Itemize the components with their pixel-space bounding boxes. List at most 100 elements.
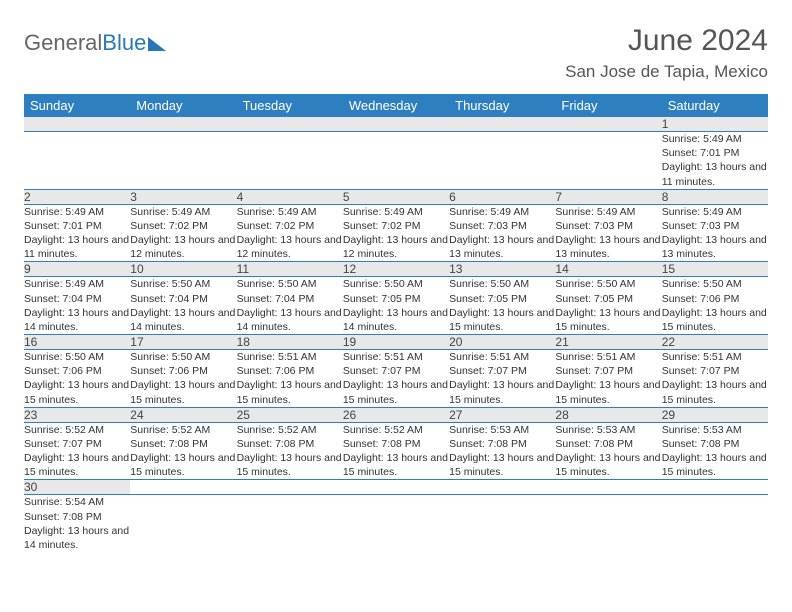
day-header: Thursday — [449, 94, 555, 117]
day-data-cell: Sunrise: 5:53 AMSunset: 7:08 PMDaylight:… — [449, 422, 555, 480]
day-data-cell: Sunrise: 5:52 AMSunset: 7:08 PMDaylight:… — [237, 422, 343, 480]
week-data-row: Sunrise: 5:49 AMSunset: 7:01 PMDaylight:… — [24, 204, 768, 262]
day-number-cell: 11 — [237, 262, 343, 277]
day-data-cell: Sunrise: 5:54 AMSunset: 7:08 PMDaylight:… — [24, 495, 130, 552]
day-number-cell — [24, 117, 130, 132]
sunrise-line: Sunrise: 5:50 AM — [237, 277, 343, 291]
day-data-cell — [662, 495, 768, 552]
day-number-cell — [130, 117, 236, 132]
sunset-line: Sunset: 7:03 PM — [555, 219, 661, 233]
day-data-cell — [130, 132, 236, 190]
day-data-cell — [24, 132, 130, 190]
daylight-line: Daylight: 13 hours and 15 minutes. — [449, 306, 555, 334]
sunrise-line: Sunrise: 5:49 AM — [24, 205, 130, 219]
day-number-cell: 8 — [662, 189, 768, 204]
sunrise-line: Sunrise: 5:49 AM — [343, 205, 449, 219]
day-data-cell: Sunrise: 5:50 AMSunset: 7:06 PMDaylight:… — [24, 350, 130, 408]
sunrise-line: Sunrise: 5:49 AM — [24, 277, 130, 291]
day-data-cell: Sunrise: 5:53 AMSunset: 7:08 PMDaylight:… — [555, 422, 661, 480]
daylight-line: Daylight: 13 hours and 13 minutes. — [555, 233, 661, 261]
daylight-line: Daylight: 13 hours and 14 minutes. — [24, 524, 130, 552]
sunset-line: Sunset: 7:01 PM — [662, 146, 768, 160]
daylight-line: Daylight: 13 hours and 15 minutes. — [237, 451, 343, 479]
day-number-cell: 21 — [555, 335, 661, 350]
sunrise-line: Sunrise: 5:51 AM — [555, 350, 661, 364]
day-number-cell — [449, 480, 555, 495]
day-data-cell: Sunrise: 5:52 AMSunset: 7:08 PMDaylight:… — [130, 422, 236, 480]
day-number-cell: 22 — [662, 335, 768, 350]
day-data-cell: Sunrise: 5:49 AMSunset: 7:03 PMDaylight:… — [449, 204, 555, 262]
daylight-line: Daylight: 13 hours and 15 minutes. — [24, 451, 130, 479]
day-number-cell: 2 — [24, 189, 130, 204]
daylight-line: Daylight: 13 hours and 13 minutes. — [449, 233, 555, 261]
daylight-line: Daylight: 13 hours and 12 minutes. — [237, 233, 343, 261]
daylight-line: Daylight: 13 hours and 15 minutes. — [662, 378, 768, 406]
day-data-cell — [449, 132, 555, 190]
daylight-line: Daylight: 13 hours and 12 minutes. — [130, 233, 236, 261]
sunset-line: Sunset: 7:07 PM — [24, 437, 130, 451]
day-number-cell — [237, 117, 343, 132]
day-number-cell: 7 — [555, 189, 661, 204]
sunset-line: Sunset: 7:02 PM — [130, 219, 236, 233]
day-data-cell: Sunrise: 5:52 AMSunset: 7:08 PMDaylight:… — [343, 422, 449, 480]
daylight-line: Daylight: 13 hours and 14 minutes. — [130, 306, 236, 334]
sunset-line: Sunset: 7:06 PM — [662, 292, 768, 306]
day-number-cell: 15 — [662, 262, 768, 277]
week-data-row: Sunrise: 5:50 AMSunset: 7:06 PMDaylight:… — [24, 350, 768, 408]
daylight-line: Daylight: 13 hours and 15 minutes. — [555, 378, 661, 406]
week-data-row: Sunrise: 5:52 AMSunset: 7:07 PMDaylight:… — [24, 422, 768, 480]
week-number-row: 2345678 — [24, 189, 768, 204]
day-data-cell: Sunrise: 5:49 AMSunset: 7:03 PMDaylight:… — [662, 204, 768, 262]
day-number-cell — [449, 117, 555, 132]
daylight-line: Daylight: 13 hours and 14 minutes. — [24, 306, 130, 334]
sunset-line: Sunset: 7:08 PM — [24, 510, 130, 524]
sunrise-line: Sunrise: 5:49 AM — [662, 205, 768, 219]
day-data-cell: Sunrise: 5:49 AMSunset: 7:02 PMDaylight:… — [237, 204, 343, 262]
daylight-line: Daylight: 13 hours and 15 minutes. — [24, 378, 130, 406]
day-number-cell: 5 — [343, 189, 449, 204]
sunrise-line: Sunrise: 5:51 AM — [237, 350, 343, 364]
title-block: June 2024 San Jose de Tapia, Mexico — [565, 24, 768, 82]
week-data-row: Sunrise: 5:49 AMSunset: 7:04 PMDaylight:… — [24, 277, 768, 335]
day-data-cell: Sunrise: 5:52 AMSunset: 7:07 PMDaylight:… — [24, 422, 130, 480]
daylight-line: Daylight: 13 hours and 15 minutes. — [343, 451, 449, 479]
sunset-line: Sunset: 7:03 PM — [662, 219, 768, 233]
day-data-cell — [237, 132, 343, 190]
day-number-cell: 27 — [449, 407, 555, 422]
day-number-cell: 29 — [662, 407, 768, 422]
week-number-row: 1 — [24, 117, 768, 132]
week-number-row: 16171819202122 — [24, 335, 768, 350]
daylight-line: Daylight: 13 hours and 13 minutes. — [662, 233, 768, 261]
day-data-cell: Sunrise: 5:49 AMSunset: 7:02 PMDaylight:… — [130, 204, 236, 262]
day-number-cell: 14 — [555, 262, 661, 277]
daylight-line: Daylight: 13 hours and 15 minutes. — [130, 378, 236, 406]
day-header: Sunday — [24, 94, 130, 117]
day-data-cell — [237, 495, 343, 552]
day-data-cell — [343, 132, 449, 190]
location-label: San Jose de Tapia, Mexico — [565, 62, 768, 82]
day-number-cell: 16 — [24, 335, 130, 350]
sunset-line: Sunset: 7:07 PM — [343, 364, 449, 378]
daylight-line: Daylight: 13 hours and 15 minutes. — [662, 306, 768, 334]
day-data-cell — [343, 495, 449, 552]
sunrise-line: Sunrise: 5:53 AM — [449, 423, 555, 437]
day-data-cell: Sunrise: 5:50 AMSunset: 7:06 PMDaylight:… — [130, 350, 236, 408]
daylight-line: Daylight: 13 hours and 15 minutes. — [343, 378, 449, 406]
brand-logo: GeneralBlue — [24, 30, 170, 56]
day-number-cell: 6 — [449, 189, 555, 204]
daylight-line: Daylight: 13 hours and 15 minutes. — [555, 451, 661, 479]
day-data-cell: Sunrise: 5:50 AMSunset: 7:05 PMDaylight:… — [449, 277, 555, 335]
sunset-line: Sunset: 7:07 PM — [449, 364, 555, 378]
day-number-cell: 19 — [343, 335, 449, 350]
daylight-line: Daylight: 13 hours and 14 minutes. — [343, 306, 449, 334]
sunrise-line: Sunrise: 5:49 AM — [555, 205, 661, 219]
daylight-line: Daylight: 13 hours and 15 minutes. — [662, 451, 768, 479]
daylight-line: Daylight: 13 hours and 14 minutes. — [237, 306, 343, 334]
sunset-line: Sunset: 7:06 PM — [24, 364, 130, 378]
daylight-line: Daylight: 13 hours and 12 minutes. — [343, 233, 449, 261]
day-data-cell: Sunrise: 5:53 AMSunset: 7:08 PMDaylight:… — [662, 422, 768, 480]
sunrise-line: Sunrise: 5:53 AM — [555, 423, 661, 437]
sunset-line: Sunset: 7:07 PM — [662, 364, 768, 378]
day-number-cell — [662, 480, 768, 495]
day-header-row: SundayMondayTuesdayWednesdayThursdayFrid… — [24, 94, 768, 117]
